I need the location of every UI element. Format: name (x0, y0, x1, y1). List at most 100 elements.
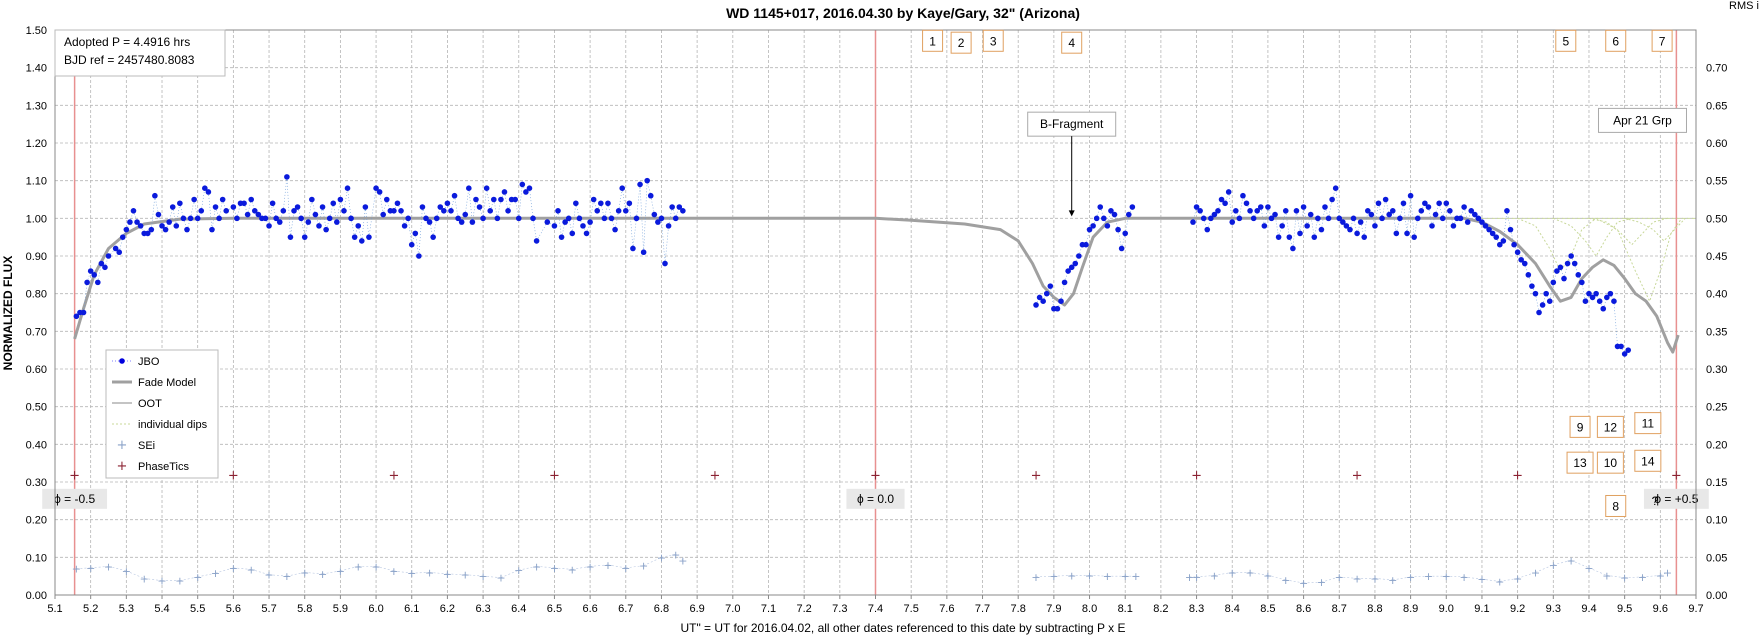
x-tick-label: 7.1 (761, 603, 776, 615)
legend-phasetics: PhaseTics (138, 461, 189, 473)
sei-point: + (621, 562, 630, 575)
x-tick-label: 9.2 (1510, 603, 1525, 615)
x-tick-label: 8.7 (1332, 603, 1347, 615)
jbo-point (1272, 211, 1278, 218)
phase-tic: + (69, 468, 80, 483)
phase-tic: + (710, 468, 721, 483)
x-tick-label: 8.9 (1403, 603, 1418, 615)
jbo-point (1350, 215, 1357, 222)
sei-point: + (1370, 572, 1379, 585)
phase-tic: + (388, 468, 399, 483)
jbo-point (433, 215, 440, 222)
jbo-point (451, 192, 458, 199)
jbo-point (587, 219, 593, 225)
jbo-connector (1413, 218, 1419, 238)
jbo-point (1354, 230, 1360, 237)
dip-label: 8 (1612, 499, 1619, 513)
jbo-point (1586, 290, 1592, 297)
jbo-point (316, 223, 322, 229)
jbo-point (184, 226, 190, 233)
jbo-point (1557, 264, 1564, 271)
jbo-point (601, 215, 608, 222)
sei-connector (625, 565, 644, 569)
x-tick-label: 5.7 (261, 603, 276, 615)
jbo-connector (621, 188, 627, 211)
sei-point: + (1656, 569, 1665, 582)
jbo-connector (368, 188, 377, 238)
jbo-point (166, 219, 172, 225)
sei-connector (1464, 576, 1482, 580)
sei-connector (1588, 567, 1607, 576)
sei-point: + (211, 567, 220, 580)
apr21-box (1597, 107, 1687, 133)
jbo-point (430, 234, 436, 240)
dip-label-box (1566, 451, 1594, 474)
jbo-point (380, 211, 387, 218)
jbo-point (1325, 215, 1332, 222)
sei-point: + (568, 563, 577, 576)
legend-sei: SEi (138, 440, 155, 452)
jbo-point (1097, 204, 1104, 210)
sei-point: + (671, 548, 680, 561)
sei-connector (675, 554, 684, 561)
jbo-point (205, 189, 212, 195)
jbo-point (1197, 208, 1203, 214)
jbo-point (241, 200, 247, 207)
jbo-point (73, 313, 80, 320)
jbo-point (266, 223, 272, 229)
jbo-point (1222, 200, 1228, 207)
sei-point: + (1192, 571, 1201, 584)
jbo-point (358, 238, 365, 244)
sei-point: + (1584, 562, 1593, 575)
phase-tic: + (549, 468, 560, 483)
sei-point: + (157, 575, 166, 588)
jbo-connector (1228, 191, 1233, 223)
jbo-point (348, 215, 354, 222)
sei-connector (179, 576, 198, 581)
sei-connector (1196, 575, 1215, 578)
jbo-point (1297, 230, 1303, 237)
x-tick-label: 9.6 (1653, 603, 1668, 615)
dip-label-box (1555, 29, 1577, 52)
jbo-connector (482, 188, 487, 219)
phase-tics: + + + + + + + + + + + (69, 468, 1682, 483)
jbo-point (1072, 260, 1079, 267)
jbo-point (487, 208, 494, 214)
x-tick-label: 7.7 (975, 603, 990, 615)
jbo-point (1429, 223, 1435, 229)
jbo-point (1233, 208, 1239, 214)
jbo-point (1304, 223, 1310, 229)
x-tick-label: 8.8 (1367, 603, 1382, 615)
jbo-point (152, 192, 158, 199)
jbo-point (412, 230, 419, 237)
jbo-connector (532, 218, 537, 241)
jbo-connector (504, 191, 509, 211)
jbo-point (608, 215, 615, 222)
x-tick-label: 5.1 (47, 603, 62, 615)
jbo-point (1218, 196, 1225, 203)
sei-connector (1374, 578, 1393, 581)
jbo-connector (208, 191, 213, 230)
jbo-point (1593, 290, 1599, 297)
sei-point: + (1549, 559, 1558, 572)
sei-point: + (1067, 569, 1076, 582)
jbo-point (622, 208, 629, 214)
sei-connector (1410, 575, 1429, 578)
jbo-point (515, 215, 522, 222)
jbo-point (1539, 302, 1546, 308)
dip-label-box (1596, 415, 1624, 438)
jbo-connector (83, 282, 88, 313)
jbo-connector (336, 199, 341, 223)
sei-point: + (657, 551, 666, 564)
jbo-point (1204, 226, 1211, 233)
x-tick-label: 9.5 (1617, 603, 1632, 615)
jbo-point (1472, 211, 1478, 218)
sei-point: + (1352, 572, 1361, 585)
phase-label: ϕ = -0.5 (54, 492, 95, 506)
jbo-point (437, 204, 444, 210)
x-tick-label: 7.8 (1011, 603, 1026, 615)
jbo-point (319, 204, 326, 210)
jbo-points (73, 174, 1632, 357)
jbo-point (423, 215, 429, 222)
dip-label-box (922, 29, 944, 52)
